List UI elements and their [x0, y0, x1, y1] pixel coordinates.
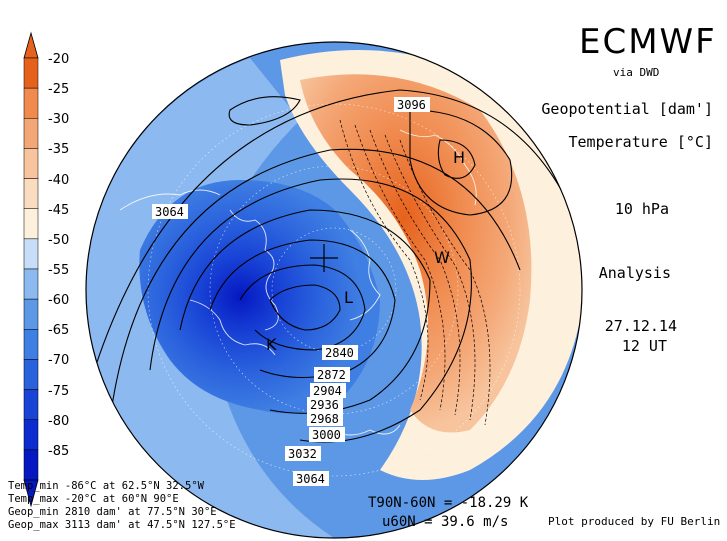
- colorbar-swatch: [23, 329, 39, 360]
- field-geopotential: Geopotential [dam']: [541, 100, 713, 118]
- colorbar-swatch: [23, 148, 39, 179]
- contour-label: 3064: [293, 471, 329, 486]
- temp-min-stat: Temp_min -86°C at 62.5°N 32.5°W: [8, 480, 204, 492]
- contour-label: 2840: [322, 345, 358, 360]
- high-marker: H: [453, 148, 465, 167]
- colorbar-tick-label: -50: [48, 232, 70, 248]
- contour-label-text: 3064: [155, 205, 184, 219]
- colorbar-swatch: [23, 178, 39, 209]
- colorbar-tick-label: -40: [48, 172, 70, 188]
- colorbar-swatch: [23, 359, 39, 390]
- contour-label-text: 3032: [288, 447, 317, 461]
- source-label: via DWD: [613, 66, 660, 79]
- colorbar-bottom-arrow: [23, 479, 39, 508]
- colorbar-swatch: [23, 57, 39, 89]
- contour-label-text: 3000: [312, 428, 341, 442]
- map-border: [85, 41, 583, 539]
- colorbar-swatch: [23, 268, 39, 300]
- geop-max-stat: Geop_max 3113 dam' at 47.5°N 127.5°E: [8, 519, 236, 531]
- colorbar-tick-label: -20: [48, 52, 70, 67]
- pole-marker: [310, 244, 338, 272]
- colorbar-tick-label: -65: [48, 323, 70, 339]
- colorbar-tick-label: -55: [48, 263, 70, 278]
- contour-label-text: 2936: [310, 398, 339, 412]
- contour-label-text: 2968: [310, 412, 339, 426]
- contour-label-text: 2840: [325, 346, 354, 360]
- colorbar-swatch: [23, 208, 39, 240]
- contour-label-text: 2904: [313, 384, 342, 398]
- colorbar-tick-label: -45: [48, 202, 70, 218]
- geop-min-stat: Geop_min 2810 dam' at 77.5°N 30°E: [8, 506, 217, 518]
- contour-label: 2904: [310, 383, 346, 398]
- colorbar-tick-label: -80: [48, 413, 70, 429]
- colorbar-swatch: [23, 118, 39, 149]
- field-temperature: Temperature [°C]: [568, 133, 714, 151]
- contour-label-text: 3064: [296, 472, 325, 486]
- map-disk: [86, 42, 582, 538]
- pressure-level: 10 hPa: [614, 200, 669, 218]
- contour-labels: 3096 3064 2840 2872 2904 2936 2968 3000 …: [152, 97, 430, 486]
- colorbar-swatch: [23, 87, 39, 119]
- colorbar-tick-label: -70: [48, 353, 70, 369]
- contour-label: 3000: [309, 427, 345, 442]
- colorbar-swatch: [23, 298, 39, 330]
- colorbar: [23, 31, 39, 508]
- wind-index: u60N = 39.6 m/s: [382, 514, 509, 530]
- colorbar-top-arrow: [23, 31, 39, 59]
- colorbar-tick-label: -75: [48, 383, 70, 399]
- credit-label: Plot produced by FU Berlin: [548, 515, 721, 528]
- contour-label-text: 2872: [317, 368, 346, 382]
- warm-marker: W: [434, 248, 450, 267]
- colorbar-tick-label: -35: [48, 142, 70, 158]
- pressure-markers: H W L K: [266, 148, 465, 354]
- contour-label: 2968: [307, 411, 343, 426]
- contour-label-text: 3096: [397, 98, 426, 112]
- contour-label: 3096: [394, 97, 430, 112]
- contour-label: 3064: [152, 204, 188, 219]
- contour-label: 3032: [285, 446, 321, 461]
- colorbar-tick-label: -85: [48, 443, 70, 459]
- contour-label: 2872: [314, 367, 350, 382]
- contour-label: 2936: [307, 397, 343, 412]
- brand-title: ECMWF: [579, 22, 717, 62]
- colorbar-swatch: [23, 389, 39, 420]
- temperature-index: T90N-60N = -18.29 K: [368, 495, 529, 511]
- colorbar-tick-label: -25: [48, 82, 70, 98]
- analysis-label: Analysis: [598, 264, 671, 282]
- low-marker: L: [344, 288, 353, 307]
- colorbar-tick-label: -30: [48, 112, 70, 128]
- temp-max-stat: Temp_max -20°C at 60°N 90°E: [8, 493, 179, 505]
- colorbar-swatch: [23, 449, 39, 481]
- colorbar-swatch: [23, 419, 39, 451]
- cold-marker: K: [266, 335, 277, 354]
- colorbar-tick-label: -60: [48, 293, 70, 309]
- colorbar-swatch: [23, 238, 39, 270]
- time-label: 12 UT: [621, 337, 667, 355]
- date-label: 27.12.14: [604, 317, 677, 335]
